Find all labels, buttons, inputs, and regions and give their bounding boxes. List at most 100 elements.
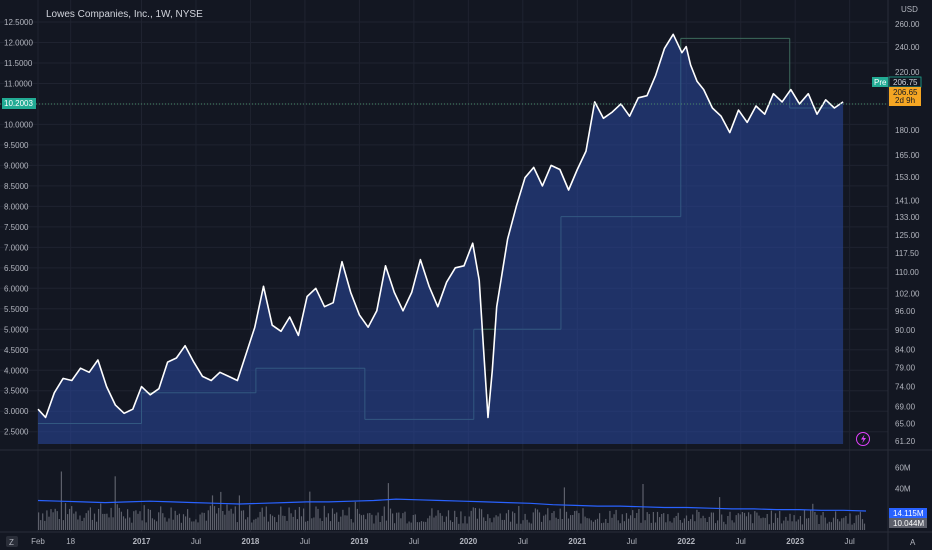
volume-bar — [743, 512, 746, 530]
volume-bar — [621, 514, 623, 530]
volume-bar — [634, 518, 636, 530]
volume-bar — [158, 512, 160, 530]
volume-bar — [590, 520, 592, 530]
volume-bar — [708, 516, 710, 530]
volume-bar — [106, 513, 108, 530]
volume-bar — [646, 512, 648, 530]
volume-bar — [859, 511, 861, 530]
volume-bar — [100, 503, 102, 530]
volume-bar — [102, 513, 104, 530]
volume-bar — [493, 517, 495, 530]
time-axis[interactable]: Feb 18 2017 Jul 2018 Jul 2019 Jul 2020 Jul 2021 Jul… — [31, 537, 855, 546]
volume-bar — [141, 520, 143, 530]
left-tick-label: 4.0000 — [4, 366, 29, 375]
left-tick-label: 3.5000 — [4, 387, 29, 396]
volume-bar — [352, 522, 354, 530]
right-tick-label: 141.00 — [895, 196, 920, 205]
volume-bar — [832, 517, 835, 530]
volume-bar — [772, 522, 775, 530]
volume-bar — [38, 512, 40, 530]
last-price: 206.65 — [893, 88, 918, 97]
volume-bar — [280, 506, 282, 530]
volume-bar — [576, 510, 578, 530]
right-tick-label: 61.20 — [895, 437, 916, 446]
volume-bar — [476, 518, 478, 530]
right-tick-label: 102.00 — [895, 290, 920, 299]
volume-bar — [485, 521, 487, 530]
chart-title: Lowes Companies, Inc., 1W, NYSE — [46, 9, 203, 20]
volume-bar — [538, 512, 541, 530]
volume-bar — [447, 510, 450, 530]
volume-bar — [847, 523, 849, 530]
volume-bar — [810, 510, 812, 530]
volume-bar — [727, 516, 729, 530]
volume-bar — [168, 518, 170, 530]
volume-bar — [127, 509, 129, 530]
z-button[interactable]: Z — [6, 536, 18, 547]
volume-bar — [710, 512, 712, 530]
volume-bar — [139, 511, 141, 530]
volume-bar — [298, 507, 300, 530]
volume-bar — [468, 516, 470, 530]
volume-bar — [745, 516, 748, 530]
volume-bar — [654, 522, 657, 530]
volume-bar — [245, 519, 247, 530]
volume-bar — [369, 513, 371, 530]
volume-bar — [760, 518, 762, 530]
volume-bar — [510, 521, 512, 530]
volume-bar — [704, 518, 706, 530]
volume-bar — [180, 522, 182, 530]
left-tick-label: 4.5000 — [4, 346, 29, 355]
volume-bar — [613, 514, 615, 530]
volume-bar — [605, 519, 607, 530]
volume-bar — [719, 497, 721, 530]
volume-bar — [143, 505, 145, 530]
volume-bar — [725, 524, 727, 530]
volume-bar — [503, 519, 505, 530]
volume-bar — [458, 523, 460, 530]
volume-bar — [147, 508, 149, 530]
volume-bar — [319, 518, 321, 530]
volume-bar — [762, 517, 764, 530]
volume-bar — [534, 508, 536, 530]
volume-bar — [816, 514, 818, 530]
volume-bar — [226, 504, 228, 530]
volume-bar — [520, 523, 522, 530]
volume-badges: 14.115M 10.044M — [889, 508, 927, 528]
auto-scale-button[interactable]: A — [910, 538, 916, 547]
volume-bar — [133, 511, 135, 530]
volume-bar — [303, 508, 305, 530]
left-tick-label: 11.0000 — [4, 79, 33, 88]
volume-bar — [748, 512, 750, 530]
volume-bar — [516, 523, 518, 530]
volume-bar — [230, 508, 232, 530]
volume-bar — [104, 513, 106, 530]
volume-bar — [814, 511, 816, 530]
volume-bar — [75, 511, 77, 530]
volume-bar — [497, 516, 499, 530]
volume-bar — [213, 506, 216, 530]
volume-bar — [42, 513, 44, 530]
volume-bar — [228, 510, 230, 530]
volume-bar — [116, 504, 118, 530]
volume-bar — [706, 522, 708, 530]
volume-bar — [410, 522, 412, 530]
volume-bar — [630, 515, 632, 530]
volume-bar — [344, 515, 346, 530]
volume-bar — [729, 511, 731, 530]
volume-bar — [420, 521, 423, 530]
volume-bar — [398, 512, 400, 530]
volume-bar — [837, 519, 839, 530]
volume-bar — [160, 506, 162, 530]
volume-bar — [402, 513, 404, 530]
volume-bar — [282, 515, 284, 530]
volume-bar — [396, 512, 398, 530]
volume-bar — [570, 515, 572, 530]
volume-bar — [623, 521, 625, 530]
time-tick-label: Feb — [31, 537, 45, 546]
volume-bar — [456, 517, 458, 530]
volume-bar — [673, 517, 675, 530]
lightning-icon[interactable] — [856, 432, 870, 446]
volume-bar — [849, 513, 851, 530]
